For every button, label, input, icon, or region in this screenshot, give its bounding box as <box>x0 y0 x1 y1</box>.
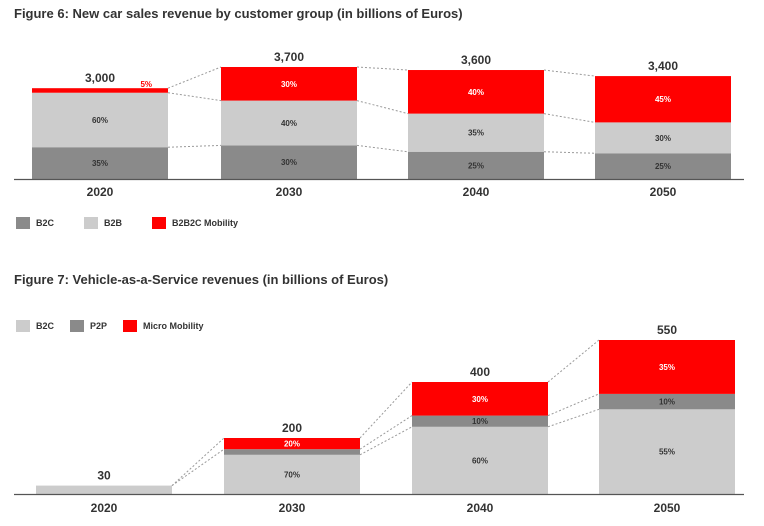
bar-segment <box>224 438 360 450</box>
legend-item-micro-mobility: Micro Mobility <box>123 320 204 332</box>
bar-segment <box>32 147 168 179</box>
segment-label: 40% <box>468 88 484 97</box>
bar-total-label: 3,000 <box>85 71 115 85</box>
segment-label: 30% <box>655 134 671 143</box>
segment-label: 25% <box>655 162 671 171</box>
bar-total-label: 200 <box>282 421 302 435</box>
x-tick-label: 2030 <box>279 501 306 515</box>
bar-segment <box>599 340 735 394</box>
figure-6-legend: B2C B2B B2B2C Mobility <box>16 217 238 229</box>
connector-line <box>356 144 409 153</box>
legend-label: B2C <box>36 321 55 331</box>
connector-line <box>359 381 413 439</box>
bar-segment <box>595 153 731 179</box>
legend-label: B2B2C Mobility <box>172 218 239 228</box>
x-tick-label: 2040 <box>467 501 494 515</box>
connector-line <box>171 437 225 486</box>
connector-line <box>547 408 600 428</box>
segment-label: 30% <box>472 395 488 404</box>
bar-segment <box>221 67 357 101</box>
connector-line <box>356 66 409 71</box>
bar-total-label: 3,400 <box>648 59 678 73</box>
connector-line <box>171 448 225 487</box>
connector-line <box>167 66 222 89</box>
segment-label: 35% <box>92 159 108 168</box>
legend-item-b2c: B2C <box>16 217 54 229</box>
segment-label: 70% <box>284 470 300 479</box>
bar-segment <box>408 113 544 152</box>
connector-line <box>543 113 596 123</box>
connector-line <box>359 426 413 456</box>
bar-total-label: 550 <box>657 323 677 337</box>
bar-segment <box>224 454 360 494</box>
x-tick-label: 2020 <box>87 185 114 199</box>
bar-segment <box>599 393 735 410</box>
bar-total-label: 3,700 <box>274 50 304 64</box>
connector-line <box>547 393 600 417</box>
legend-item-b2b: B2B <box>84 217 122 229</box>
connector-line <box>356 100 409 115</box>
bar-segment <box>36 485 172 494</box>
segment-label: 30% <box>281 158 297 167</box>
bar-segment <box>224 449 360 455</box>
x-tick-label: 2030 <box>276 185 303 199</box>
segment-label: 60% <box>92 116 108 125</box>
bar-segment <box>221 145 357 179</box>
legend-swatch-p2p <box>70 320 85 332</box>
legend-label: Micro Mobility <box>143 321 204 331</box>
legend-swatch-b2c <box>16 217 30 229</box>
figure-7-legend: B2C P2P Micro Mobility <box>16 320 204 332</box>
bar-segment <box>599 409 735 494</box>
segment-label: 30% <box>281 80 297 89</box>
bar-segment <box>595 122 731 154</box>
connector-line <box>359 415 413 450</box>
segment-label: 10% <box>659 398 675 407</box>
bar-segment <box>32 88 168 93</box>
segment-label: 60% <box>472 456 488 465</box>
connector-line <box>167 92 222 102</box>
legend-swatch-b2b2c-mobility <box>152 217 167 229</box>
bar-segment <box>412 415 548 427</box>
segment-label: 40% <box>281 119 297 128</box>
segment-label: 55% <box>659 448 675 457</box>
bar-segment <box>32 92 168 148</box>
segment-label: 20% <box>284 440 300 449</box>
bar-segment <box>221 100 357 146</box>
segment-label: 45% <box>655 95 671 104</box>
connector-line <box>543 151 596 154</box>
legend-item-b2c: B2C <box>16 320 54 332</box>
legend-item-p2p: P2P <box>70 320 107 332</box>
bar-total-label: 3,600 <box>461 53 491 67</box>
x-tick-label: 2050 <box>650 185 677 199</box>
bar-total-label: 400 <box>470 365 490 379</box>
connector-line <box>547 339 600 383</box>
segment-label: 35% <box>468 129 484 138</box>
figure-6-title: Figure 6: New car sales revenue by custo… <box>14 6 463 21</box>
connector-line <box>167 144 222 148</box>
bar-segment <box>595 76 731 123</box>
legend-item-b2b2c-mobility: B2B2C Mobility <box>152 217 238 229</box>
legend-swatch-b2b <box>84 217 99 229</box>
legend-label: P2P <box>90 321 108 331</box>
x-tick-label: 2020 <box>91 501 118 515</box>
segment-label: 35% <box>659 363 675 372</box>
segment-label: 10% <box>472 417 488 426</box>
x-tick-label: 2040 <box>463 185 490 199</box>
bar-segment <box>412 382 548 416</box>
bar-segment <box>412 426 548 494</box>
bar-segment <box>408 151 544 179</box>
connector-line <box>543 69 596 77</box>
bar-segment <box>408 70 544 114</box>
bar-total-label: 30 <box>97 469 111 483</box>
x-tick-label: 2050 <box>654 501 681 515</box>
legend-swatch-micro-mobility <box>123 320 138 332</box>
segment-label: 25% <box>468 161 484 170</box>
legend-label: B2B <box>104 218 123 228</box>
legend-label: B2C <box>36 218 55 228</box>
segment-label: 5% <box>140 80 152 89</box>
figure-7-title: Figure 7: Vehicle-as-a-Service revenues … <box>14 272 389 287</box>
legend-swatch-b2c <box>16 320 30 332</box>
